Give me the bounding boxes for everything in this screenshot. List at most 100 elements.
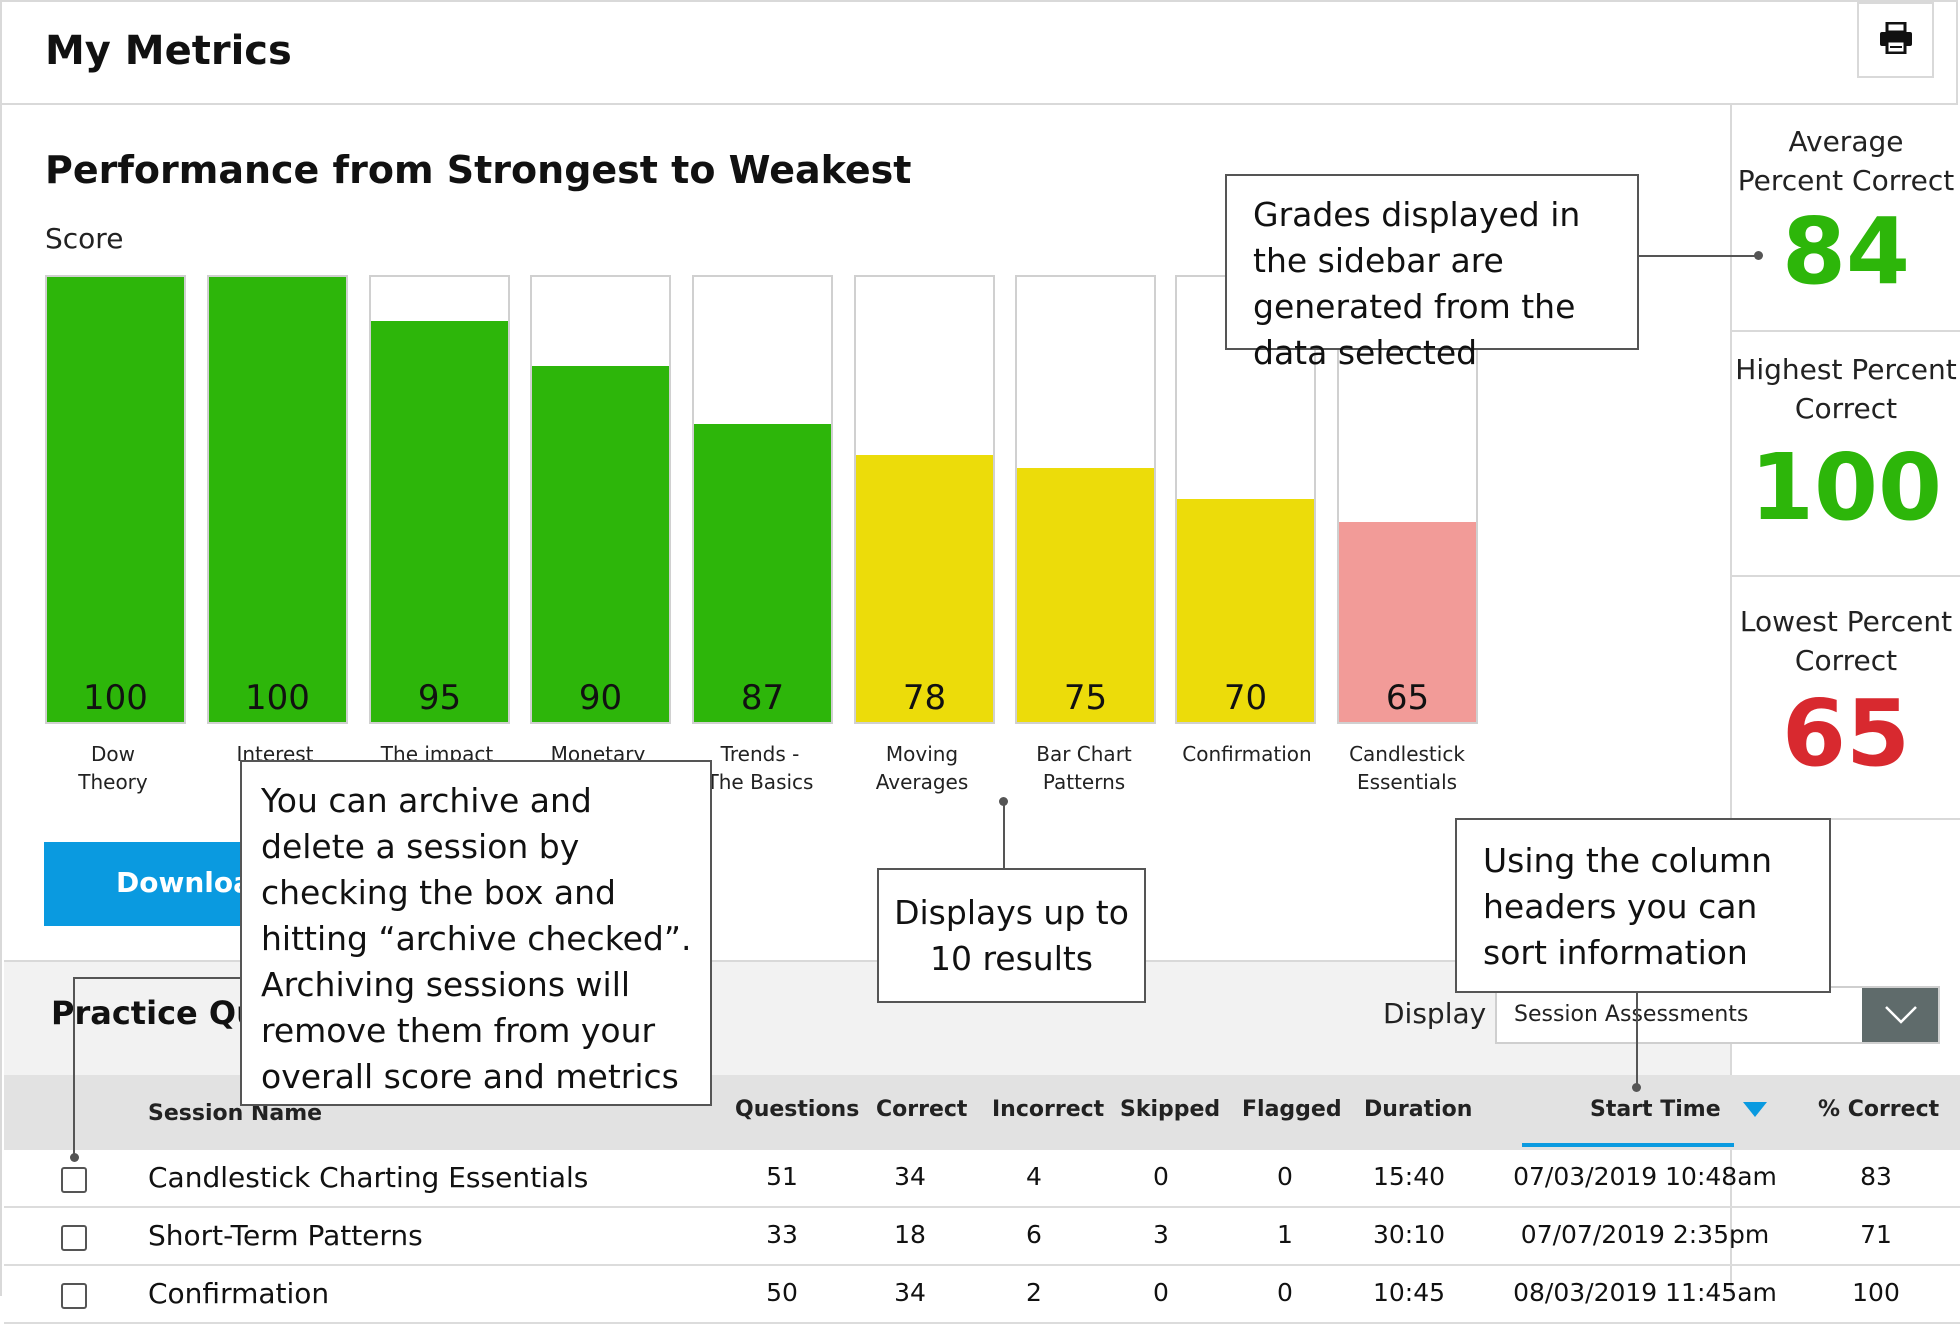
bar-category-label-line: Patterns xyxy=(1042,770,1126,794)
archive-connector-dot xyxy=(70,1153,79,1162)
row-divider xyxy=(4,1264,1960,1266)
bar xyxy=(532,366,669,722)
highest-percent-label: Highest Percent Correct xyxy=(1735,353,1957,425)
table-cell: 15:40 xyxy=(1372,1162,1446,1191)
bar-category-label-line: Trends - xyxy=(720,742,800,766)
bar xyxy=(1339,522,1476,722)
bar-value-label: 65 xyxy=(1385,678,1430,718)
table-cell: 07/07/2019 2:35pm xyxy=(1520,1220,1770,1249)
display-label: Display xyxy=(1383,997,1487,1030)
sort-callout: Using the column headers you can sort in… xyxy=(1455,818,1831,993)
chart-title: Performance from Strongest to Weakest xyxy=(45,148,912,192)
average-percent-box: Average Percent Correct 84 xyxy=(1730,107,1960,332)
bar-container: 75 xyxy=(1015,275,1156,724)
table-cell: Short-Term Patterns xyxy=(148,1219,423,1252)
average-percent-value: 84 xyxy=(1781,198,1911,305)
table-cell: 08/03/2019 11:45am xyxy=(1513,1278,1777,1307)
lowest-percent-label: Lowest Percent Correct xyxy=(1739,605,1953,677)
average-percent-label: Average Percent Correct xyxy=(1737,125,1955,197)
printer-icon xyxy=(1880,22,1912,54)
bar-container: 100 xyxy=(207,275,348,724)
chart-ylabel: Score xyxy=(45,222,124,255)
table-cell: 10:45 xyxy=(1372,1278,1446,1307)
bar xyxy=(1177,499,1314,722)
bar-category-label-line: Theory xyxy=(78,770,148,794)
table-cell: 100 xyxy=(1852,1278,1900,1307)
display-select[interactable]: Session Assessments xyxy=(1495,986,1940,1044)
bar-category-label: Bar Chart Patterns xyxy=(999,740,1169,796)
page-title: My Metrics xyxy=(45,28,292,74)
bar xyxy=(209,277,346,722)
row-checkbox[interactable] xyxy=(61,1167,87,1193)
column-duration[interactable]: Duration xyxy=(1364,1097,1473,1122)
archive-callout: You can archive and delete a session by … xyxy=(240,760,712,1106)
bar-category-label: Trends - The Basics xyxy=(675,740,845,796)
column-skipped[interactable]: Skipped xyxy=(1120,1097,1221,1122)
bar-category-label: Moving Averages xyxy=(837,740,1007,796)
results-callout: Displays up to 10 results xyxy=(877,868,1146,1003)
row-checkbox[interactable] xyxy=(61,1225,87,1251)
display-select-value: Session Assessments xyxy=(1514,1002,1749,1027)
bar-category-label-line: Averages xyxy=(875,770,969,794)
select-dropdown-button[interactable] xyxy=(1862,988,1938,1042)
sort-indicator xyxy=(1522,1143,1734,1147)
bar-category-label-line: Moving xyxy=(885,742,959,766)
column-questions[interactable]: Questions xyxy=(735,1097,860,1122)
print-button[interactable] xyxy=(1857,2,1934,78)
sort-descending-icon[interactable] xyxy=(1743,1102,1767,1118)
column-correct[interactable]: Correct xyxy=(876,1097,968,1122)
table-cell: Candlestick Charting Essentials xyxy=(148,1161,589,1194)
bar-container: 78 xyxy=(854,275,995,724)
bar-value-label: 87 xyxy=(740,678,785,718)
bar-value-label: 100 xyxy=(83,678,148,718)
table-cell: 34 xyxy=(894,1162,926,1191)
bar-value-label: 75 xyxy=(1063,678,1108,718)
bar xyxy=(856,455,993,722)
row-divider xyxy=(4,1206,1960,1208)
lowest-percent-value: 65 xyxy=(1781,680,1911,787)
bar-category-label-line: Essentials xyxy=(1356,770,1458,794)
sort-connector xyxy=(1636,993,1638,1086)
results-connector xyxy=(1003,804,1005,868)
grades-connector xyxy=(1639,255,1757,257)
table-cell: 30:10 xyxy=(1372,1220,1446,1249)
bar xyxy=(371,321,508,722)
bar-category-label-line: Candlestick xyxy=(1349,742,1465,766)
top-bar xyxy=(0,0,1958,105)
table-cell: 18 xyxy=(894,1220,926,1249)
archive-connector-vertical xyxy=(73,977,75,1157)
bar-container: 95 xyxy=(369,275,510,724)
bar-container: 90 xyxy=(530,275,671,724)
row-checkbox[interactable] xyxy=(61,1283,87,1309)
bar-container: 87 xyxy=(692,275,833,724)
bar-category-label-line: The Basics xyxy=(706,770,814,794)
bar-category-label-line: Dow xyxy=(91,742,135,766)
sort-connector-dot xyxy=(1632,1083,1641,1092)
highest-percent-value: 100 xyxy=(1749,434,1943,541)
bar xyxy=(1017,468,1154,722)
column-start-time[interactable]: Start Time xyxy=(1590,1097,1721,1122)
column-flagged[interactable]: Flagged xyxy=(1242,1097,1342,1122)
grades-connector-dot xyxy=(1754,251,1763,260)
bar-category-label-line: Confirmation xyxy=(1182,742,1312,766)
column-percent-correct[interactable]: % Correct xyxy=(1818,1097,1940,1122)
bar xyxy=(694,424,831,722)
bar-value-label: 78 xyxy=(902,678,947,718)
table-cell: 3 xyxy=(1153,1220,1169,1249)
table-cell: 4 xyxy=(1026,1162,1042,1191)
bar-category-label: Dow Theory xyxy=(28,740,198,796)
bar-category-label-line: Bar Chart xyxy=(1036,742,1132,766)
table-cell: 51 xyxy=(766,1162,798,1191)
table-cell: 0 xyxy=(1277,1162,1293,1191)
bar-category-label: Candlestick Essentials xyxy=(1322,740,1492,796)
bar-value-label: 95 xyxy=(417,678,462,718)
bar-value-label: 90 xyxy=(578,678,623,718)
table-cell: 07/03/2019 10:48am xyxy=(1513,1162,1777,1191)
table-cell: 1 xyxy=(1277,1220,1293,1249)
main-panel xyxy=(0,105,1730,1296)
table-cell: 6 xyxy=(1026,1220,1042,1249)
column-incorrect[interactable]: Incorrect xyxy=(992,1097,1105,1122)
results-connector-dot xyxy=(999,797,1008,806)
table-cell: 83 xyxy=(1860,1162,1892,1191)
lowest-percent-box: Lowest Percent Correct 65 xyxy=(1730,577,1960,820)
